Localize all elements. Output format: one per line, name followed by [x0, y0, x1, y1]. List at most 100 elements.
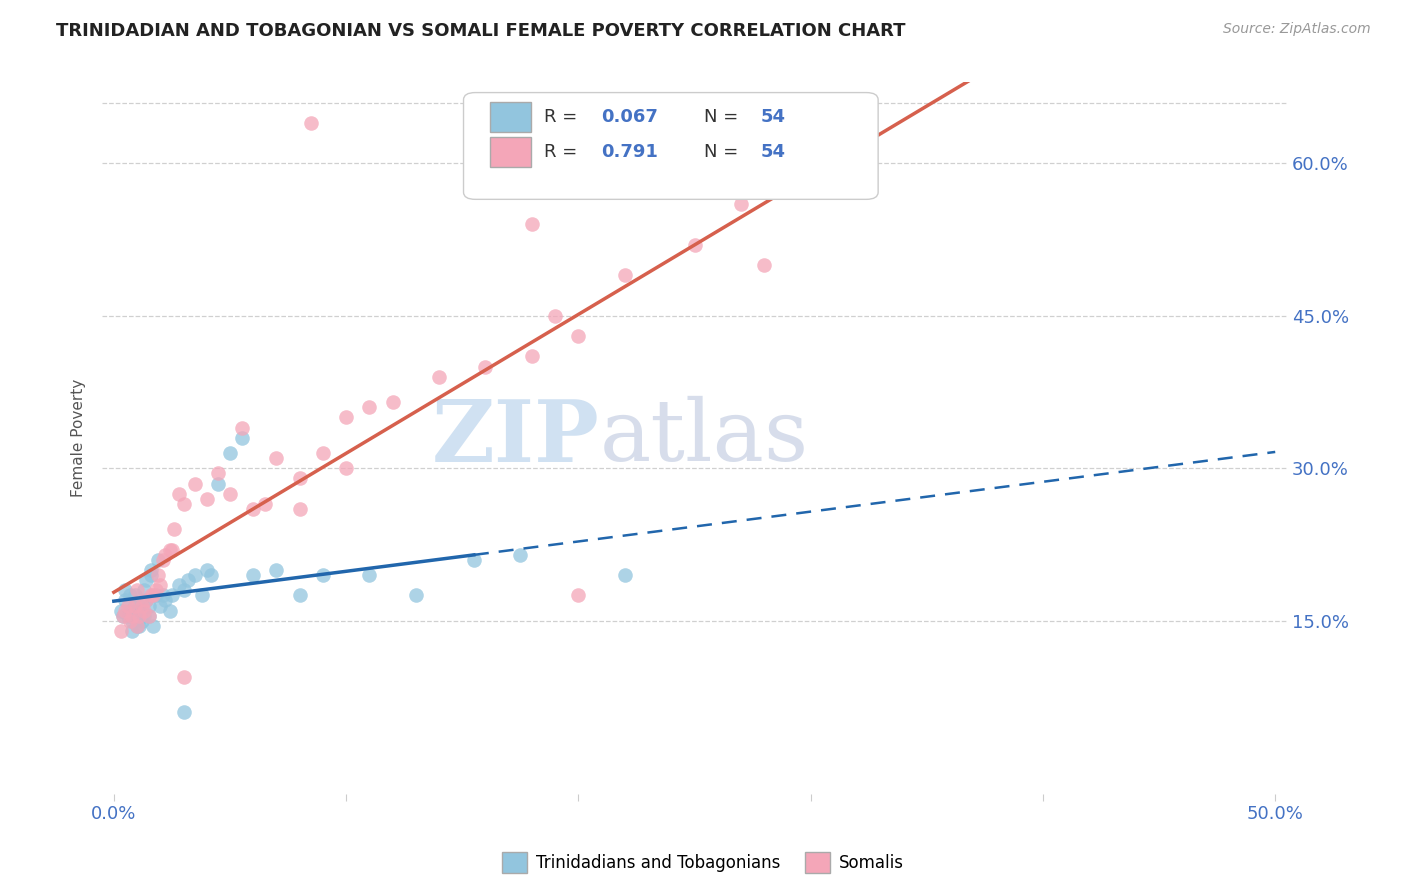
Point — [110, 604, 132, 618]
Point — [335, 461, 357, 475]
Point — [110, 624, 132, 638]
Point — [135, 593, 157, 607]
Point — [191, 588, 214, 602]
Point — [114, 604, 136, 618]
Point — [117, 608, 139, 623]
Point — [124, 599, 146, 613]
Point — [120, 614, 142, 628]
Point — [381, 395, 404, 409]
Point — [754, 258, 776, 272]
Point — [730, 197, 752, 211]
Point — [120, 588, 142, 602]
Point — [219, 446, 242, 460]
Point — [121, 608, 143, 623]
Point — [138, 608, 160, 623]
Point — [131, 614, 153, 628]
Point — [121, 614, 143, 628]
FancyBboxPatch shape — [489, 102, 531, 132]
Point — [242, 568, 264, 582]
Point — [146, 553, 169, 567]
Point — [121, 624, 143, 638]
Point — [359, 568, 381, 582]
Text: R =: R = — [544, 108, 583, 126]
Point — [253, 497, 276, 511]
Point — [207, 476, 229, 491]
Point — [135, 593, 157, 607]
Point — [177, 573, 200, 587]
Point — [167, 486, 190, 500]
Point — [128, 608, 150, 623]
Point — [613, 568, 636, 582]
Point — [128, 599, 150, 613]
Point — [131, 604, 153, 618]
Text: Source: ZipAtlas.com: Source: ZipAtlas.com — [1223, 22, 1371, 37]
Point — [160, 588, 183, 602]
Point — [463, 553, 485, 567]
Point — [613, 268, 636, 282]
Point — [200, 568, 222, 582]
Point — [149, 599, 172, 613]
Point — [152, 553, 174, 567]
Point — [359, 401, 381, 415]
Point — [145, 588, 167, 602]
Point — [114, 583, 136, 598]
Point — [520, 217, 543, 231]
Point — [132, 608, 155, 623]
Text: 54: 54 — [761, 144, 786, 161]
Point — [184, 476, 207, 491]
Point — [139, 568, 162, 582]
Point — [288, 588, 311, 602]
Point — [138, 599, 160, 613]
Text: N =: N = — [704, 144, 744, 161]
FancyBboxPatch shape — [489, 137, 531, 168]
Point — [288, 471, 311, 485]
Text: 0.791: 0.791 — [600, 144, 658, 161]
Point — [160, 542, 183, 557]
Point — [125, 619, 148, 633]
Point — [135, 573, 157, 587]
Point — [146, 568, 169, 582]
Point — [520, 350, 543, 364]
Point — [219, 486, 242, 500]
Point — [231, 431, 253, 445]
Point — [125, 619, 148, 633]
Point — [128, 619, 150, 633]
Point — [132, 604, 155, 618]
Point — [509, 548, 531, 562]
Point — [242, 502, 264, 516]
Point — [683, 237, 706, 252]
Point — [125, 608, 148, 623]
Point — [231, 420, 253, 434]
Point — [299, 115, 322, 129]
Point — [153, 593, 176, 607]
Point — [195, 491, 218, 506]
Point — [335, 410, 357, 425]
Point — [163, 522, 186, 536]
Text: TRINIDADIAN AND TOBAGONIAN VS SOMALI FEMALE POVERTY CORRELATION CHART: TRINIDADIAN AND TOBAGONIAN VS SOMALI FEM… — [56, 22, 905, 40]
Point — [184, 568, 207, 582]
Text: 0.067: 0.067 — [600, 108, 658, 126]
Point — [207, 467, 229, 481]
Point — [173, 706, 195, 720]
Point — [132, 583, 155, 598]
Point — [138, 608, 160, 623]
Point — [567, 588, 589, 602]
Point — [139, 563, 162, 577]
Point — [153, 548, 176, 562]
Point — [112, 608, 135, 623]
Point — [173, 670, 195, 684]
Point — [117, 599, 139, 613]
Point — [167, 578, 190, 592]
Point — [266, 451, 288, 466]
Point — [131, 599, 153, 613]
Point — [149, 578, 172, 592]
Point — [195, 563, 218, 577]
Text: atlas: atlas — [600, 396, 808, 479]
Text: ZIP: ZIP — [432, 396, 600, 480]
Point — [139, 588, 162, 602]
Point — [427, 369, 450, 384]
Point — [120, 604, 142, 618]
Point — [567, 329, 589, 343]
Point — [112, 608, 135, 623]
Legend: Trinidadians and Tobagonians, Somalis: Trinidadians and Tobagonians, Somalis — [496, 846, 910, 880]
